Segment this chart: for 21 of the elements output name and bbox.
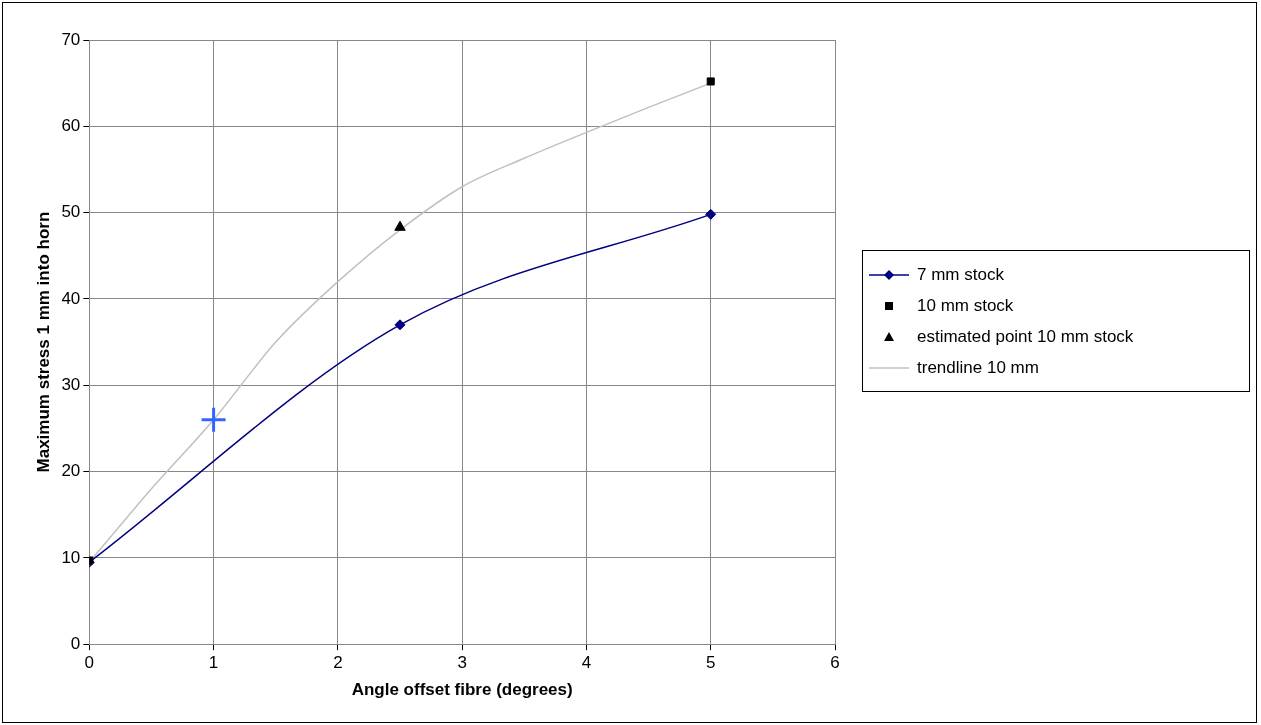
legend-label: estimated point 10 mm stock — [917, 326, 1134, 347]
legend-label: 7 mm stock — [917, 264, 1004, 285]
x-tick-label: 4 — [581, 653, 592, 673]
y-tick-label: 60 — [61, 116, 81, 135]
y-axis-title: Maximum stress 1 mm into horn — [33, 211, 53, 473]
x-tick-label: 0 — [84, 653, 95, 673]
x-tick-label: 3 — [457, 653, 467, 673]
legend-label: 10 mm stock — [917, 295, 1014, 316]
legend-label: trendline 10 mm — [917, 357, 1039, 378]
y-tick-label: 70 — [61, 29, 81, 49]
y-tick-label: 30 — [61, 374, 81, 394]
x-tick-label: 2 — [333, 653, 343, 673]
x-axis-title: Angle offset fibre (degrees) — [351, 680, 573, 700]
y-tick-label: 10 — [61, 547, 81, 567]
y-tick-label: 40 — [61, 288, 81, 308]
y-tick-label: 50 — [61, 202, 81, 222]
y-tick-label: 20 — [61, 461, 81, 481]
y-tick-label: 0 — [70, 633, 81, 653]
x-tick-label: 5 — [705, 653, 716, 673]
x-tick-label: 6 — [830, 653, 840, 673]
x-tick-label: 1 — [208, 653, 219, 673]
